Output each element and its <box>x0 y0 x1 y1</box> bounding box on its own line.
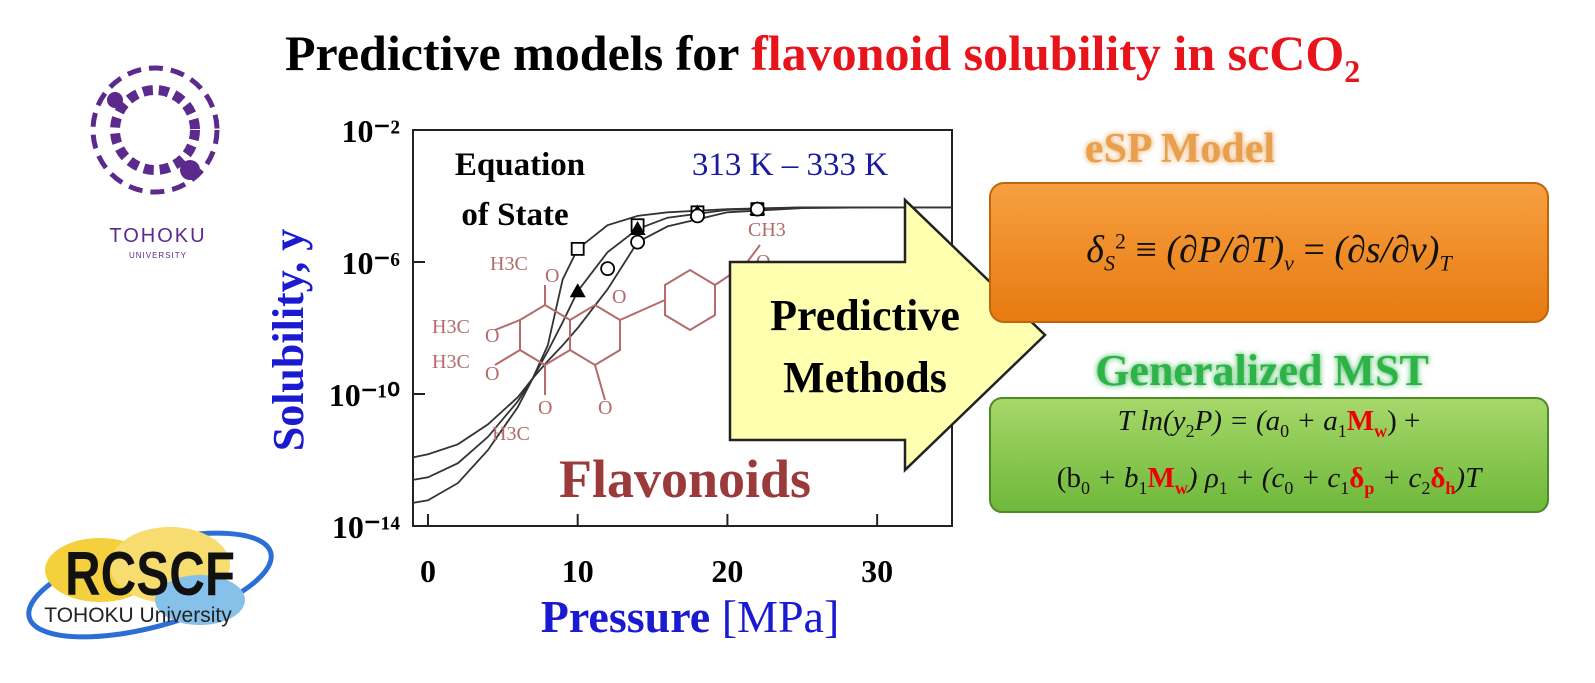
x-tick-label: 0 <box>420 553 436 589</box>
mst-equation-2: (b0 + b1Mw) ρ1 + (c0 + c1δp + c2δh)T <box>990 462 1548 499</box>
logo-subtext: TOHOKU University <box>44 604 232 627</box>
mst-box <box>989 397 1549 513</box>
y-tick-label: 10⁻⁶ <box>342 245 400 281</box>
logo-text: RCSCF <box>65 540 235 609</box>
eq-part: M <box>1346 405 1375 437</box>
marker-circle <box>749 201 765 217</box>
x-tick-label: 20 <box>711 553 743 589</box>
rcscf-logo: RCSCF TOHOKU University <box>26 527 274 640</box>
molecule-label: O <box>598 397 612 419</box>
eq-part: ) + <box>1387 405 1421 437</box>
marker-square <box>570 241 585 256</box>
mst-equation-1: T ln(y2P) = (a0 + a1Mw) + <box>990 405 1548 442</box>
marker-triangle <box>569 283 586 298</box>
esp-equation: δS2 ≡ (∂P/∂T)v = (∂s/∂v)T <box>990 228 1548 277</box>
logo-text: TOHOKU <box>109 225 206 247</box>
y-tick-label: 10⁻¹⁰ <box>329 377 400 413</box>
eq-part: P) = (a <box>1194 405 1281 437</box>
x-tick-label: 30 <box>861 553 893 589</box>
tohoku-logo: TOHOKU UNIVERSITY <box>90 65 220 260</box>
eq-part: w <box>1374 420 1388 441</box>
title-black: Predictive models for <box>285 25 751 81</box>
mst-title: Generalized MST <box>1095 346 1429 395</box>
esp-title: eSP Model <box>1085 126 1275 172</box>
plot: 0 10 20 30 10⁻² 10⁻⁶ 10⁻¹⁰ 10⁻¹⁴ <box>329 113 952 589</box>
eq-part: 0 <box>1280 420 1290 441</box>
eq-part: 2 <box>1114 228 1126 254</box>
x-tick-label: 10 <box>562 553 594 589</box>
eq-part: + (c <box>1227 462 1285 494</box>
eq-part: δ <box>1086 229 1104 271</box>
molecule-labels: H3COH3COH3COOH3COCH3OO <box>432 219 786 445</box>
eq-part: T <box>1439 250 1452 276</box>
arrow-text: Methods <box>783 353 947 402</box>
arrow <box>728 197 1047 473</box>
x-axis-label: Pressure [MPa] <box>541 591 840 642</box>
eq-part: δ <box>1430 462 1446 494</box>
molecule-label: H3C <box>490 253 528 275</box>
annotation: of State <box>461 197 568 233</box>
arrow-text: Predictive <box>770 291 960 340</box>
eq-part: w <box>1174 477 1188 498</box>
esp-box <box>989 182 1549 323</box>
molecule-label: H3C <box>492 423 530 445</box>
eq-part: (b <box>1056 462 1081 494</box>
eq-part: 0 <box>1080 477 1090 498</box>
eq-part: + b <box>1089 462 1139 494</box>
molecule-label: O <box>485 325 499 347</box>
title: Predictive models for flavonoid solubili… <box>285 25 1360 89</box>
eq-part: 0 <box>1284 477 1294 498</box>
marker-circle <box>690 208 705 224</box>
eq-part: ≡ <box>1125 229 1167 271</box>
eq-part: v <box>1284 250 1294 276</box>
x-axis-unit: [MPa] <box>722 591 840 642</box>
marker-triangle <box>629 221 646 235</box>
y-tick-label: 10⁻¹⁴ <box>332 509 400 545</box>
y-axis-label: Solubility, y <box>264 229 313 452</box>
eq-part: p <box>1364 477 1375 498</box>
eq-part: + a <box>1289 405 1338 437</box>
y-tick-label: 10⁻² <box>342 113 400 149</box>
eq-part: ) ρ <box>1187 462 1219 494</box>
eq-part: )T <box>1455 462 1482 494</box>
eq-part: T ln(y <box>1117 405 1186 437</box>
annotation: 313 K – 333 K <box>692 147 888 183</box>
eq-part: 1 <box>1340 477 1350 498</box>
eq-part: = <box>1293 229 1335 271</box>
x-axis-title: Pressure <box>541 591 711 642</box>
molecule-label: O <box>538 397 552 419</box>
title-sub: 2 <box>1344 53 1360 89</box>
eq-part: 1 <box>1138 477 1148 498</box>
title-red: flavonoid solubility in scCO <box>751 25 1344 81</box>
annotation: Equation <box>455 147 585 183</box>
molecule <box>494 244 761 401</box>
molecule-label: H3C <box>432 316 470 338</box>
molecule-label: O <box>545 265 559 287</box>
eq-part: 2 <box>1421 477 1431 498</box>
molecule-label: CH3 <box>748 219 786 241</box>
marker-circle <box>600 261 616 277</box>
annotation: Flavonoids <box>559 449 811 509</box>
eq-part: + c <box>1293 462 1341 494</box>
logo-subtext: UNIVERSITY <box>129 251 187 260</box>
eq-part: 1 <box>1218 477 1228 498</box>
eq-part: + c <box>1374 462 1422 494</box>
eq-part: 1 <box>1337 420 1347 441</box>
molecule-label: O <box>612 286 626 308</box>
eq-part: M <box>1147 462 1175 494</box>
eq-part: (∂P/∂T) <box>1166 229 1285 271</box>
eq-part: 2 <box>1185 420 1195 441</box>
eq-part: (∂s/∂v) <box>1334 229 1440 271</box>
fit-curve <box>412 206 952 481</box>
marker-circle <box>630 234 645 250</box>
molecule-label: O <box>485 363 499 385</box>
eq-part: δ <box>1349 462 1365 494</box>
molecule-label: H3C <box>432 351 470 373</box>
eq-part: S <box>1103 250 1115 276</box>
eq-part: h <box>1445 477 1456 498</box>
